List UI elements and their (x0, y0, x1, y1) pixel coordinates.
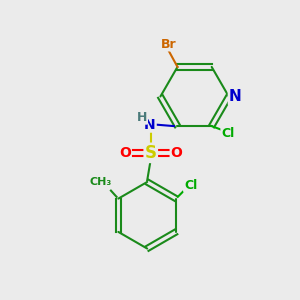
Text: Cl: Cl (221, 127, 235, 140)
Text: Br: Br (161, 38, 176, 50)
Text: N: N (144, 118, 156, 132)
Text: H: H (136, 111, 147, 124)
Text: CH₃: CH₃ (89, 177, 112, 187)
Text: Cl: Cl (184, 179, 197, 192)
Text: O: O (119, 146, 131, 160)
Text: O: O (171, 146, 182, 160)
Text: N: N (229, 89, 242, 104)
Text: S: S (145, 144, 157, 162)
